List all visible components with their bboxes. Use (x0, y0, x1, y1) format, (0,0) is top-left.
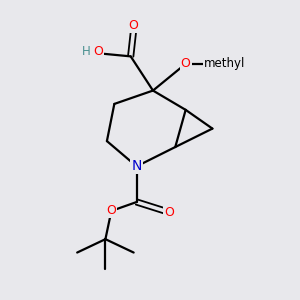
Text: N: N (131, 159, 142, 173)
Text: O: O (106, 204, 116, 218)
Text: H: H (82, 45, 91, 58)
Text: O: O (93, 45, 103, 58)
Text: methyl: methyl (204, 57, 245, 70)
Text: O: O (181, 57, 190, 70)
Text: O: O (129, 19, 139, 32)
Text: O: O (164, 206, 174, 219)
